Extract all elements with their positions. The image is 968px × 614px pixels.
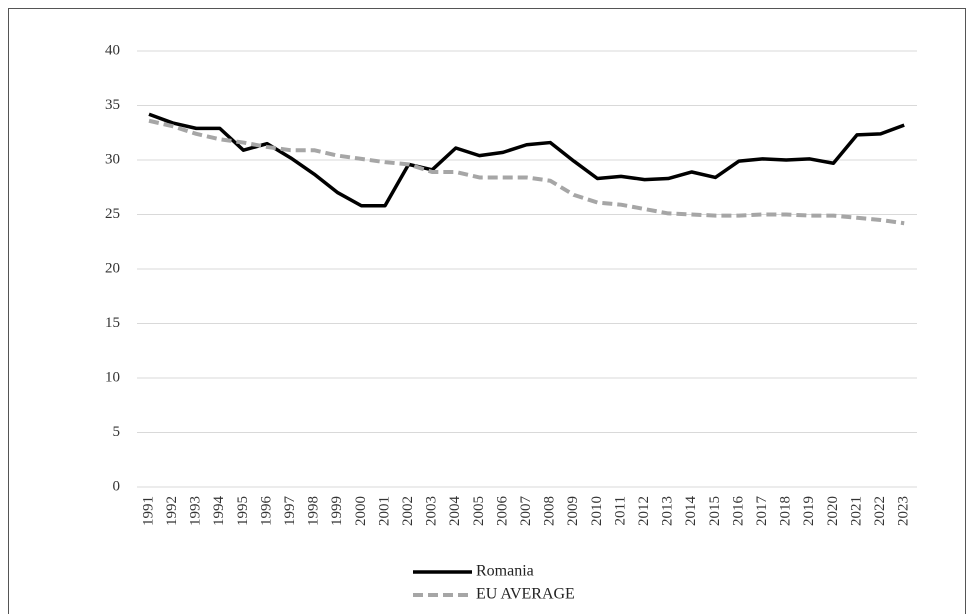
line-series (148, 118, 905, 226)
x-tick-label: 2020 (825, 496, 841, 526)
x-tick-label: 2000 (353, 496, 369, 526)
x-tick-label: 2023 (896, 496, 912, 526)
x-tick-label: 1992 (164, 496, 180, 526)
x-tick-label: 1994 (211, 496, 227, 527)
legend-label: Romania (476, 563, 534, 580)
x-tick-label: 1995 (235, 496, 251, 526)
x-tick-label: 1998 (306, 496, 322, 526)
x-tick-label: 2004 (447, 496, 463, 527)
x-tick-label: 2009 (565, 496, 581, 526)
y-tick-label: 40 (105, 42, 120, 58)
y-tick-label: 15 (105, 315, 120, 331)
x-tick-label: 2019 (801, 496, 817, 526)
x-tick-label: 2014 (683, 496, 699, 527)
x-tick-label: 1996 (258, 496, 274, 527)
y-tick-label: 30 (105, 151, 120, 167)
x-tick-label: 2015 (707, 496, 723, 526)
x-tick-label: 2022 (872, 496, 888, 526)
x-tick-label: 2016 (730, 496, 746, 527)
y-tick-label: 0 (113, 478, 121, 494)
x-tick-label: 1999 (329, 496, 345, 526)
x-tick-label: 2018 (778, 496, 794, 526)
legend-label: EU AVERAGE (476, 586, 575, 603)
x-tick-label: 2008 (542, 496, 558, 526)
x-tick-label: 2007 (518, 496, 534, 527)
chart-border (8, 8, 966, 614)
x-tick-label: 2012 (636, 496, 652, 526)
x-tick-label: 2010 (589, 496, 605, 526)
x-tick-label: 2005 (471, 496, 487, 526)
x-tick-label: 1997 (282, 496, 298, 527)
x-tick-label: 2003 (424, 496, 440, 526)
y-tick-label: 5 (113, 424, 121, 440)
y-tick-label: 35 (105, 97, 120, 113)
x-tick-label: 2006 (494, 496, 510, 527)
x-tick-label: 2011 (612, 496, 628, 525)
x-tick-label: 2013 (660, 496, 676, 526)
x-tick-label: 2001 (376, 496, 392, 526)
y-tick-label: 20 (105, 260, 120, 276)
x-tick-label: 1991 (140, 496, 156, 526)
y-tick-label: 10 (105, 369, 120, 385)
x-tick-label: 2002 (400, 496, 416, 526)
x-tick-label: 2021 (848, 496, 864, 526)
x-tick-label: 2017 (754, 496, 770, 527)
y-tick-label: 25 (105, 206, 120, 222)
x-tick-label: 1993 (188, 496, 204, 526)
